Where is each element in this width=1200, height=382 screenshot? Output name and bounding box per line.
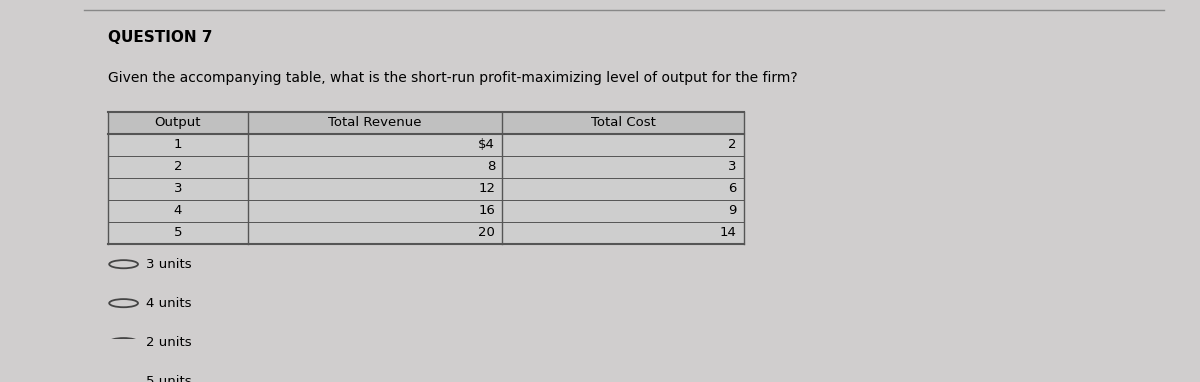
Text: 2: 2 bbox=[728, 138, 737, 151]
Bar bbox=[108, 200, 744, 222]
Bar bbox=[108, 134, 744, 156]
Text: 2 units: 2 units bbox=[146, 336, 192, 349]
Bar bbox=[108, 156, 744, 178]
Text: 9: 9 bbox=[728, 204, 737, 217]
Text: 16: 16 bbox=[479, 204, 496, 217]
Text: Total Cost: Total Cost bbox=[590, 116, 655, 129]
Bar bbox=[108, 178, 744, 200]
Bar bbox=[108, 112, 744, 134]
Text: QUESTION 7: QUESTION 7 bbox=[108, 31, 212, 45]
Text: 4: 4 bbox=[174, 204, 182, 217]
Text: 5: 5 bbox=[174, 227, 182, 240]
Text: 2: 2 bbox=[174, 160, 182, 173]
Bar bbox=[108, 222, 744, 244]
Text: 6: 6 bbox=[728, 182, 737, 195]
Text: 1: 1 bbox=[174, 138, 182, 151]
Text: Given the accompanying table, what is the short-run profit-maximizing level of o: Given the accompanying table, what is th… bbox=[108, 71, 798, 85]
Text: 3: 3 bbox=[728, 160, 737, 173]
Text: Output: Output bbox=[155, 116, 202, 129]
Text: 14: 14 bbox=[720, 227, 737, 240]
Text: 20: 20 bbox=[479, 227, 496, 240]
Text: 3: 3 bbox=[174, 182, 182, 195]
Text: $4: $4 bbox=[479, 138, 496, 151]
Text: 4 units: 4 units bbox=[146, 297, 192, 310]
Text: 5 units: 5 units bbox=[146, 375, 192, 382]
Text: 12: 12 bbox=[478, 182, 496, 195]
Text: Total Revenue: Total Revenue bbox=[329, 116, 422, 129]
Text: 8: 8 bbox=[487, 160, 496, 173]
Text: 3 units: 3 units bbox=[146, 258, 192, 271]
